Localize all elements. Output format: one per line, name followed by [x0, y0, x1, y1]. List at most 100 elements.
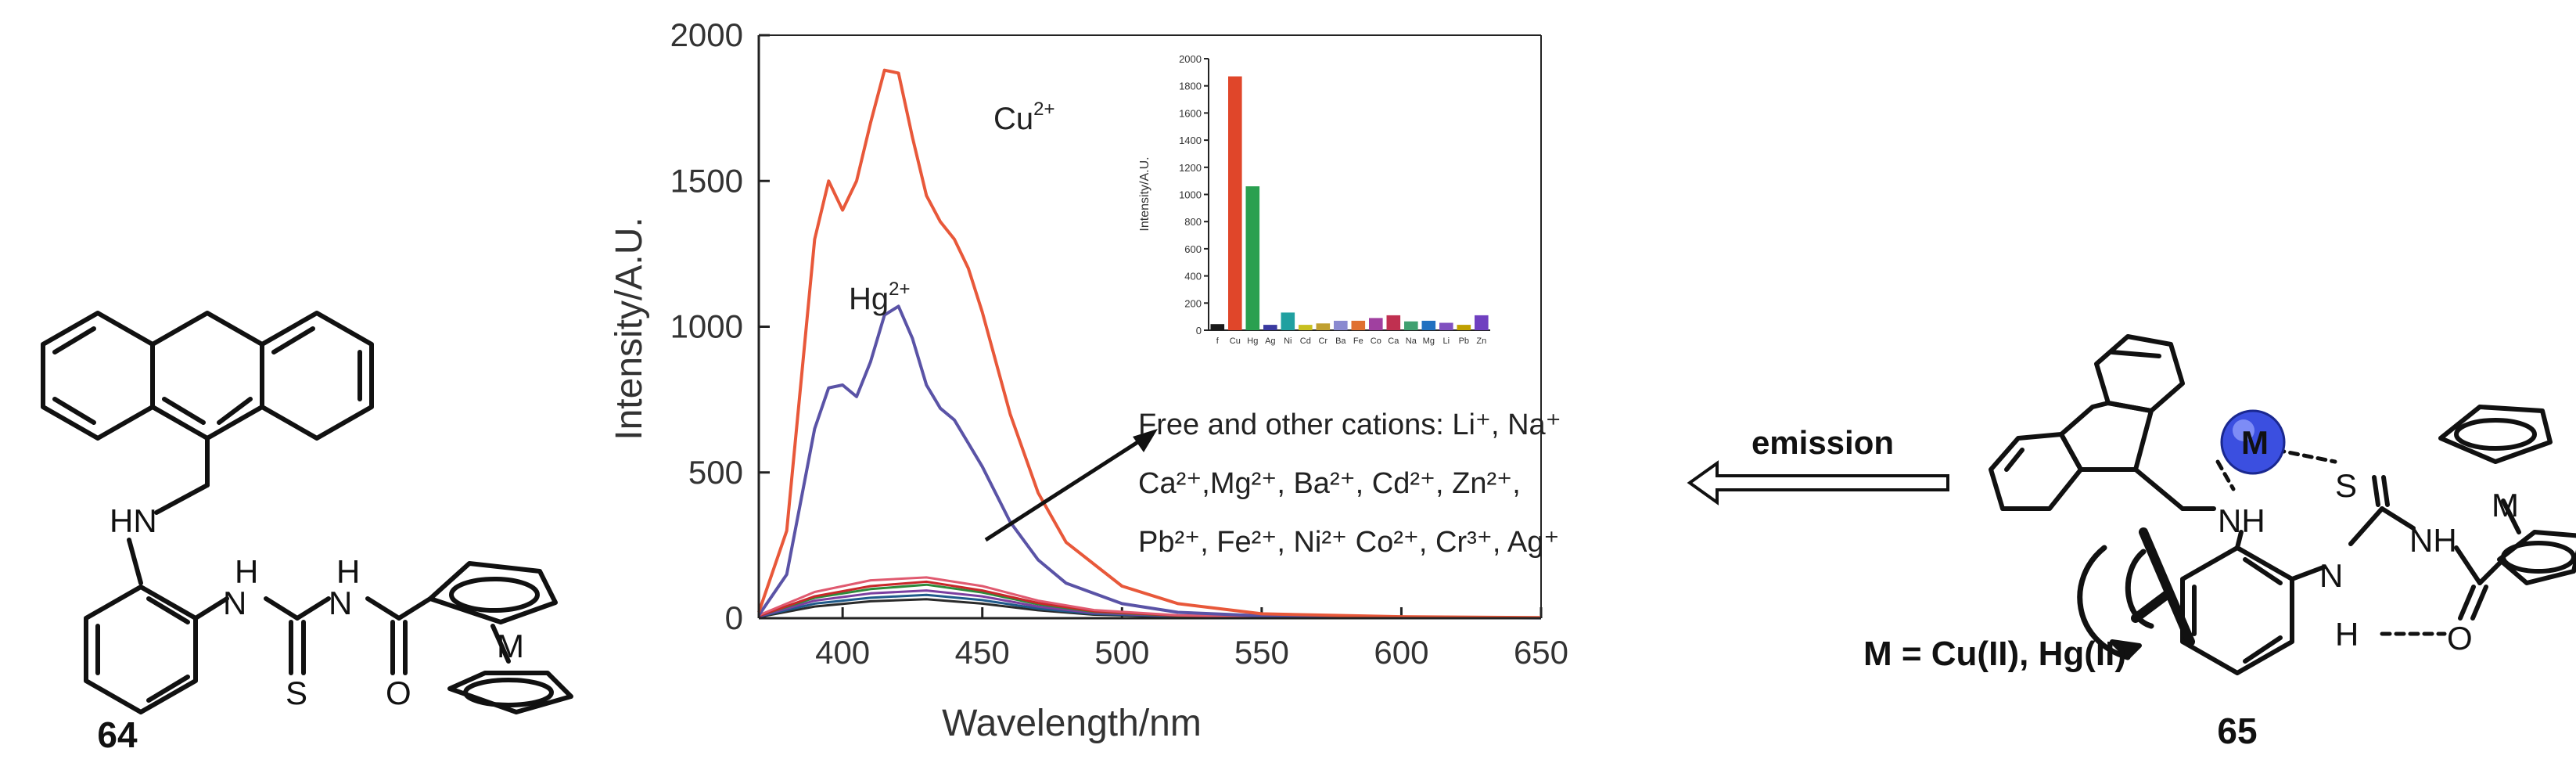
- main-x-tick-label: 650: [1514, 634, 1568, 671]
- atom-o: O: [386, 675, 411, 711]
- other-cations-line-2: Ca²⁺,Mg²⁺, Ba²⁺, Cd²⁺, Zn²⁺,: [1138, 467, 1521, 500]
- inset-bar-mg: [1421, 320, 1436, 330]
- hollow-arrow: [1687, 460, 1949, 506]
- inset-bar-co: [1369, 318, 1383, 330]
- atom-n2: N: [329, 585, 352, 621]
- anthracene-ring-left: [41, 311, 155, 441]
- metal-sphere-highlight: [2233, 419, 2254, 441]
- inset-bar-ag: [1263, 325, 1277, 330]
- atom-hn: HN: [110, 502, 157, 539]
- inset-y-axis-title: Intensity/A.U.: [1138, 157, 1151, 231]
- main-x-tick-label: 500: [1094, 634, 1149, 671]
- compound-64-structure: [41, 311, 573, 714]
- cyclopentadienyl-ring-bottom: [447, 671, 573, 714]
- inset-bar-na: [1404, 321, 1418, 330]
- inset-bar-cu: [1228, 76, 1242, 330]
- inset-x-tick-label: Fe: [1353, 336, 1363, 346]
- inset-y-tick-label: 800: [1184, 216, 1202, 228]
- atom-m: M: [497, 628, 524, 664]
- atom65-nh: NH: [2218, 502, 2265, 539]
- main-x-tick-label: 600: [1374, 634, 1428, 671]
- inset-y-tick-label: 200: [1184, 297, 1202, 309]
- cyclopentadienyl-ring-top: [428, 561, 558, 624]
- anthracene-ring-middle: [150, 311, 264, 441]
- inset-bar-ca: [1386, 315, 1401, 330]
- main-x-tick-label: 400: [815, 634, 870, 671]
- compound-65-atoms: M NH S NH N H O M: [2218, 424, 2519, 657]
- inset-y-tick-label: 1000: [1179, 189, 1202, 201]
- cu-peak-label: Cu2+: [993, 99, 1055, 136]
- atom65-nh-amide: NH: [2409, 522, 2457, 559]
- inset-bar-cr: [1316, 323, 1331, 330]
- cu-label-sup: 2+: [1033, 99, 1054, 120]
- atom-n1: N: [223, 585, 246, 621]
- inset-bar-f: [1210, 324, 1225, 330]
- compound-64-atoms: HN H N H N S O M: [110, 502, 524, 711]
- inset-y-tick-label: 1600: [1179, 107, 1202, 119]
- inset-bar-cd: [1299, 325, 1313, 330]
- compound-65-label: 65: [2217, 711, 2257, 751]
- hg-peak-label: Hg2+: [849, 279, 911, 316]
- main-series-group: [757, 68, 1542, 620]
- atom-h2: H: [336, 553, 360, 590]
- compound-64-label: 64: [97, 714, 138, 755]
- inset-y-tick-label: 400: [1184, 271, 1202, 282]
- cp65-ring-top: [2438, 405, 2553, 464]
- inset-x-tick-label: Ni: [1284, 336, 1292, 346]
- series-line-free: [758, 576, 1542, 620]
- others-arrow-line: [984, 432, 1151, 542]
- inset-y-tick-label: 2000: [1179, 53, 1202, 65]
- series-line-hg2: [757, 304, 1542, 620]
- inset-y-tick-label: 600: [1184, 243, 1202, 255]
- main-x-axis-title: Wavelength/nm: [942, 703, 1202, 744]
- inset-ticks: [1204, 58, 1209, 331]
- inset-y-tick-label: 1200: [1179, 162, 1202, 174]
- inset-x-tick-label: Hg: [1247, 336, 1258, 346]
- emission-arrow: emission: [1687, 424, 1949, 506]
- inset-bar-fe: [1351, 320, 1366, 330]
- metal-condition-label: M = Cu(II), Hg(II): [1863, 635, 2126, 673]
- cu-label-text: Cu: [993, 102, 1033, 136]
- inset-x-tick-label: Li: [1443, 336, 1450, 346]
- other-cations-line-1: Free and other cations: Li⁺, Na⁺: [1138, 408, 1561, 441]
- atom65-h: H: [2335, 616, 2359, 653]
- inset-bars-group: [1210, 76, 1489, 330]
- anthracene65-ring-top: [2094, 334, 2185, 413]
- inset-y-tick-label: 1400: [1179, 135, 1202, 146]
- cp65-ring-bottom: [2497, 530, 2576, 585]
- inset-x-tick-label: f: [1216, 336, 1220, 346]
- inset-x-tick-label: Ag: [1265, 336, 1275, 346]
- inset-bar-ba: [1334, 320, 1348, 330]
- atom-s: S: [286, 675, 307, 711]
- other-cations-legend: Free and other cations: Li⁺, Na⁺ Ca²⁺,Mg…: [1138, 408, 1561, 559]
- inset-x-tick-label: Ca: [1388, 336, 1399, 346]
- inset-x-tick-label: Pb: [1459, 336, 1469, 346]
- main-x-tick-label: 450: [955, 634, 1010, 671]
- main-y-tick-label: 0: [725, 599, 743, 636]
- inset-x-tick-label: Cd: [1300, 336, 1311, 346]
- anthracene-ring-right: [260, 311, 374, 441]
- hg-label-sup: 2+: [889, 279, 910, 300]
- main-y-tick-label: 1000: [670, 308, 743, 345]
- main-y-tick-label: 1500: [670, 162, 743, 199]
- inset-bar-chart: 0 200 400 600 800 1000 1200 1400 1600 1800 2000 f Cu…: [1138, 53, 1490, 346]
- inset-y-tick-label: 0: [1196, 325, 1202, 336]
- inset-bar-ni: [1281, 312, 1295, 330]
- inset-bar-pb: [1457, 325, 1471, 330]
- atom65-m-fc: M: [2492, 487, 2519, 524]
- anthracene65-ring-left: [1989, 432, 2083, 511]
- main-y-tick-label: 500: [688, 454, 743, 491]
- inset-bar-hg: [1245, 186, 1260, 330]
- inset-bar-li: [1439, 322, 1453, 330]
- atom65-o: O: [2447, 620, 2473, 657]
- inset-tick-labels: 0 200 400 600 800 1000 1200 1400 1600 1800 2000 f Cu…: [1179, 53, 1486, 346]
- inset-y-tick-label: 1800: [1179, 81, 1202, 92]
- atom65-s: S: [2335, 467, 2357, 504]
- others-arrowhead: [1133, 429, 1158, 452]
- inset-x-tick-label: Cu: [1230, 336, 1241, 346]
- inset-x-tick-label: Na: [1406, 336, 1417, 346]
- series-line-cu2: [757, 68, 1542, 620]
- aniline-ring: [84, 585, 198, 714]
- main-y-tick-label: 2000: [670, 16, 743, 53]
